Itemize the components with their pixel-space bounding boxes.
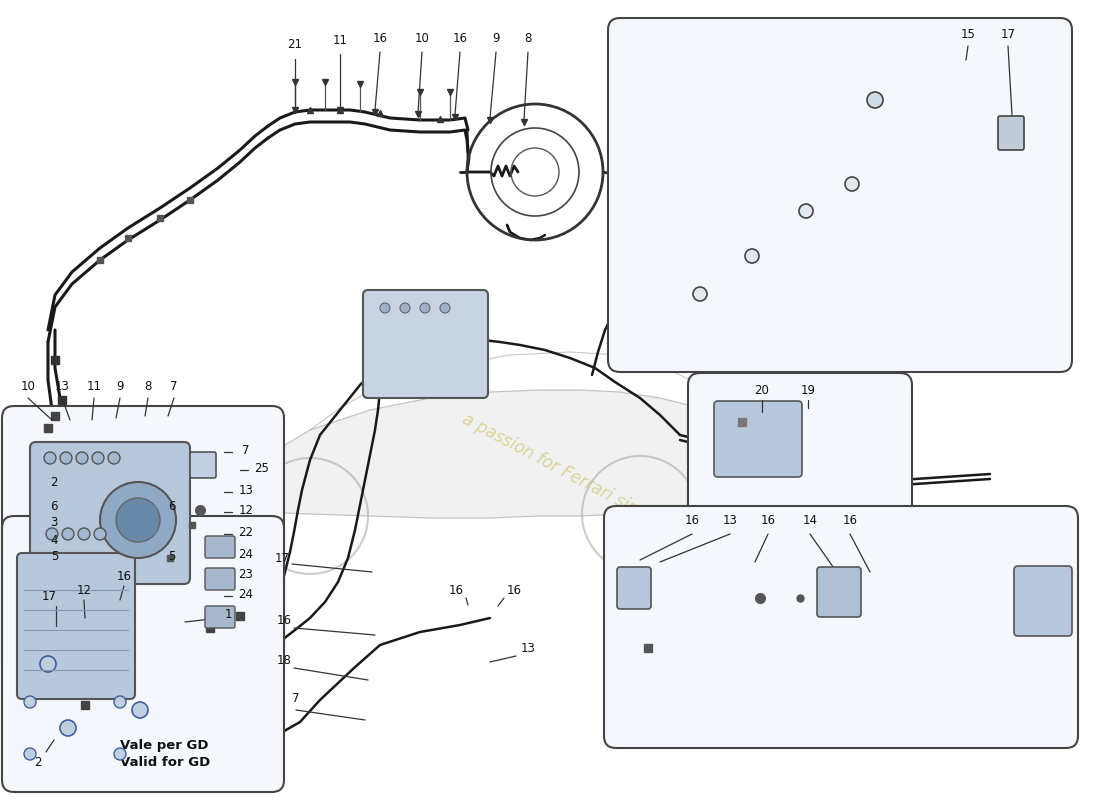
Text: 13: 13 <box>239 483 253 497</box>
Circle shape <box>100 482 176 558</box>
Text: 17: 17 <box>1001 27 1015 41</box>
FancyBboxPatch shape <box>363 290 488 398</box>
Text: 4: 4 <box>51 534 58 546</box>
Circle shape <box>62 528 74 540</box>
Circle shape <box>114 696 126 708</box>
FancyBboxPatch shape <box>604 506 1078 748</box>
Text: 7: 7 <box>170 379 178 393</box>
FancyBboxPatch shape <box>205 536 235 558</box>
Circle shape <box>420 303 430 313</box>
Text: a passion for Ferrari since 1985: a passion for Ferrari since 1985 <box>460 410 701 550</box>
Text: 10: 10 <box>21 379 35 393</box>
Text: 5: 5 <box>168 550 176 563</box>
Text: 16: 16 <box>760 514 775 526</box>
Text: 21: 21 <box>287 38 303 51</box>
Text: 16: 16 <box>684 514 700 526</box>
Circle shape <box>76 452 88 464</box>
FancyBboxPatch shape <box>190 452 216 478</box>
Text: 8: 8 <box>525 31 531 45</box>
FancyBboxPatch shape <box>817 567 861 617</box>
FancyBboxPatch shape <box>714 401 802 477</box>
Circle shape <box>116 498 160 542</box>
Circle shape <box>108 452 120 464</box>
FancyBboxPatch shape <box>608 18 1072 372</box>
Text: 1: 1 <box>224 607 232 621</box>
FancyBboxPatch shape <box>205 606 235 628</box>
Circle shape <box>400 303 410 313</box>
FancyBboxPatch shape <box>1014 566 1072 636</box>
Circle shape <box>44 452 56 464</box>
Text: 5: 5 <box>51 550 58 563</box>
Text: 13: 13 <box>520 642 536 654</box>
Circle shape <box>94 528 106 540</box>
FancyBboxPatch shape <box>205 568 235 590</box>
Text: 6: 6 <box>51 499 58 513</box>
Text: 6: 6 <box>168 499 176 513</box>
Text: 15: 15 <box>960 27 976 41</box>
Circle shape <box>867 92 883 108</box>
Text: 10: 10 <box>415 31 429 45</box>
Circle shape <box>46 528 58 540</box>
Circle shape <box>92 452 104 464</box>
Circle shape <box>60 452 72 464</box>
Circle shape <box>114 748 126 760</box>
Circle shape <box>745 249 759 263</box>
Circle shape <box>60 720 76 736</box>
FancyBboxPatch shape <box>617 567 651 609</box>
FancyBboxPatch shape <box>998 116 1024 150</box>
Text: 11: 11 <box>87 379 101 393</box>
FancyBboxPatch shape <box>688 373 912 517</box>
Circle shape <box>40 656 56 672</box>
Text: 7: 7 <box>242 443 250 457</box>
Text: 13: 13 <box>723 514 737 526</box>
Circle shape <box>132 702 148 718</box>
Text: 2: 2 <box>34 755 42 769</box>
Text: 20: 20 <box>755 383 769 397</box>
Text: 16: 16 <box>276 614 292 626</box>
Circle shape <box>24 748 36 760</box>
Text: 13: 13 <box>55 379 69 393</box>
Text: 9: 9 <box>493 31 499 45</box>
Text: GDares: GDares <box>712 264 927 316</box>
Circle shape <box>845 177 859 191</box>
Text: 16: 16 <box>373 31 387 45</box>
Circle shape <box>78 528 90 540</box>
Text: Valid for GD: Valid for GD <box>120 755 210 769</box>
Text: 22: 22 <box>239 526 253 538</box>
Text: 16: 16 <box>117 570 132 582</box>
Text: 8: 8 <box>144 379 152 393</box>
Text: 2: 2 <box>51 477 58 490</box>
Circle shape <box>440 303 450 313</box>
Text: 14: 14 <box>803 514 817 526</box>
Circle shape <box>799 204 813 218</box>
Text: 16: 16 <box>452 31 468 45</box>
Text: Vale per GD: Vale per GD <box>120 738 209 751</box>
Text: 16: 16 <box>506 583 521 597</box>
Circle shape <box>693 287 707 301</box>
Text: since 1985: since 1985 <box>737 326 903 354</box>
Text: 17: 17 <box>42 590 57 602</box>
Text: 12: 12 <box>239 503 253 517</box>
FancyBboxPatch shape <box>30 442 190 584</box>
FancyBboxPatch shape <box>2 516 284 792</box>
Text: 17: 17 <box>275 551 289 565</box>
FancyBboxPatch shape <box>16 553 135 699</box>
Text: 3: 3 <box>51 517 58 530</box>
Text: 19: 19 <box>801 383 815 397</box>
Text: 18: 18 <box>276 654 292 666</box>
Text: 7: 7 <box>293 691 299 705</box>
Text: 9: 9 <box>117 379 123 393</box>
Text: 16: 16 <box>449 583 463 597</box>
Text: 16: 16 <box>843 514 858 526</box>
Text: 24: 24 <box>239 547 253 561</box>
Circle shape <box>24 696 36 708</box>
Text: 12: 12 <box>77 583 91 597</box>
FancyBboxPatch shape <box>2 406 284 678</box>
Text: 25: 25 <box>254 462 270 474</box>
Text: 11: 11 <box>332 34 348 46</box>
Polygon shape <box>185 390 770 518</box>
Circle shape <box>379 303 390 313</box>
Text: 24: 24 <box>239 587 253 601</box>
Text: 23: 23 <box>239 567 253 581</box>
